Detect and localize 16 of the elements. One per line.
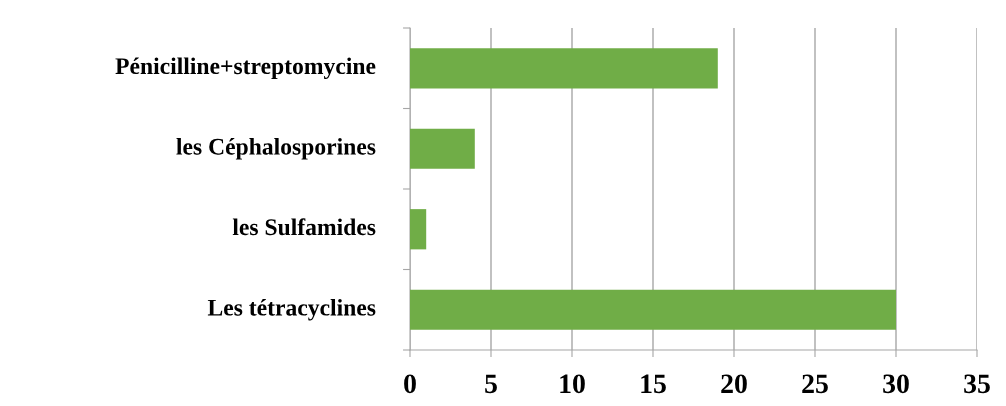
x-tick-label: 5 [485, 374, 497, 394]
x-tick-label: 30 [883, 374, 909, 394]
x-tick-label: 0 [404, 374, 416, 394]
bar [410, 209, 427, 250]
y-tick-label: les Céphalosporines [176, 138, 376, 160]
bar [410, 48, 718, 89]
x-tick-label: 15 [641, 374, 666, 394]
x-tick-label: 25 [802, 374, 828, 394]
y-tick-label: les Sulfamides [232, 218, 376, 236]
x-tick-label: 20 [721, 374, 747, 394]
bar [410, 289, 896, 330]
y-tick-label: Pénicilline+streptomycine [115, 57, 376, 79]
x-tick-label: 35 [964, 374, 990, 394]
y-tick-label: Les tétracyclines [207, 299, 376, 321]
bar [410, 128, 475, 169]
x-tick-label: 10 [560, 374, 585, 394]
